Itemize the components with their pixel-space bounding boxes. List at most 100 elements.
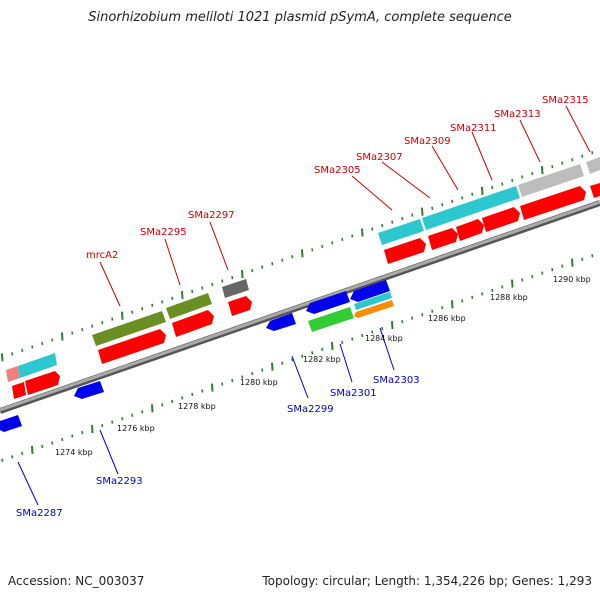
minor-tick — [311, 248, 314, 252]
forward-gene-labels: mrcA2 SMa2295 SMa2297 SMa2305 SMa2307 SM… — [86, 95, 589, 261]
kbp-label: 1278 kbp — [178, 402, 216, 411]
minor-tick — [71, 331, 74, 335]
minor-tick — [521, 278, 524, 282]
minor-tick — [561, 264, 564, 268]
feature-red-SMa2297[interactable] — [228, 296, 252, 316]
feature-cyan-SMa2303[interactable] — [354, 292, 392, 310]
feature-red-SMa2305[interactable] — [384, 238, 426, 264]
gene-label-SMa2305[interactable]: SMa2305 — [314, 165, 361, 176]
minor-tick — [591, 254, 594, 258]
feature-blue-SMa2287[interactable] — [0, 415, 22, 432]
gene-label-SMa2299[interactable]: SMa2299 — [287, 404, 334, 415]
feature-red-left-a[interactable] — [12, 382, 26, 399]
feature-olive-mrcA2[interactable] — [92, 311, 166, 346]
minor-tick — [351, 234, 354, 238]
minor-tick — [471, 192, 474, 197]
kbp-label: 1286 kbp — [428, 314, 466, 323]
minor-tick — [21, 451, 24, 456]
minor-tick — [101, 424, 104, 428]
minor-tick — [381, 223, 384, 228]
minor-tick — [121, 417, 124, 421]
minor-tick — [531, 274, 534, 279]
feature-red-left-b[interactable] — [25, 371, 60, 395]
minor-tick — [381, 326, 384, 331]
feature-cyan-SMa2305[interactable] — [378, 219, 424, 245]
feature-red-SMa2315[interactable] — [590, 183, 600, 198]
gene-label-SMa2297[interactable]: SMa2297 — [188, 210, 235, 221]
gene-label-SMa2309[interactable]: SMa2309 — [404, 136, 451, 147]
gene-label-SMa2293[interactable]: SMa2293 — [96, 476, 143, 487]
minor-tick — [481, 292, 484, 296]
minor-tick — [441, 203, 444, 207]
minor-tick — [521, 175, 524, 179]
minor-tick — [261, 265, 264, 269]
minor-tick — [361, 333, 364, 338]
minor-tick — [1, 458, 4, 462]
minor-tick — [51, 441, 54, 445]
feature-gray-SMa2313[interactable] — [518, 164, 584, 197]
minor-tick — [231, 275, 234, 280]
minor-tick — [131, 413, 134, 417]
feature-red-SMa2307[interactable] — [428, 228, 458, 250]
minor-tick — [581, 154, 584, 158]
minor-tick — [451, 199, 454, 203]
major-tick — [211, 383, 214, 392]
minor-tick — [31, 345, 34, 349]
minor-tick — [141, 307, 144, 311]
gene-label-SMa2315[interactable]: SMa2315 — [542, 95, 589, 106]
feature-blue-b[interactable] — [350, 280, 390, 302]
feature-pink[interactable] — [6, 366, 20, 382]
feature-dark-SMa2297[interactable] — [222, 279, 249, 298]
minor-tick — [511, 178, 514, 183]
minor-tick — [51, 338, 54, 342]
minor-tick — [341, 340, 344, 345]
minor-tick — [371, 227, 374, 231]
minor-tick — [411, 316, 414, 320]
gene-label-SMa2301[interactable]: SMa2301 — [330, 388, 377, 399]
minor-tick — [391, 220, 394, 224]
kbp-label: 1282 kbp — [303, 355, 341, 364]
minor-tick — [581, 257, 584, 261]
callout-lines — [17, 105, 591, 506]
feature-blue-SMa2299[interactable] — [266, 313, 296, 331]
gene-label-SMa2307[interactable]: SMa2307 — [356, 152, 403, 163]
feature-blue-SMa2293[interactable] — [74, 381, 104, 399]
major-tick — [301, 249, 304, 258]
feature-red-SMa2313[interactable] — [520, 186, 586, 220]
gene-label-SMa2295[interactable]: SMa2295 — [140, 227, 187, 238]
feature-red-mrcA2[interactable] — [98, 329, 166, 364]
feature-red-SMa2309[interactable] — [456, 219, 484, 241]
minor-tick — [161, 300, 164, 304]
feature-red-SMa2295[interactable] — [172, 310, 214, 337]
feature-cyan-SMa2311[interactable] — [422, 186, 520, 230]
map-title: Sinorhizobium meliloti 1021 plasmid pSym… — [88, 10, 512, 25]
minor-tick — [81, 430, 84, 435]
minor-tick — [171, 296, 174, 301]
gene-label-SMa2287[interactable]: SMa2287 — [16, 508, 63, 519]
minor-tick — [321, 347, 324, 352]
minor-tick — [551, 268, 554, 272]
feature-red-SMa2311[interactable] — [482, 207, 520, 232]
minor-tick — [131, 310, 134, 314]
feature-green-SMa2301[interactable] — [308, 307, 354, 332]
major-tick — [61, 332, 64, 341]
minor-tick — [251, 372, 254, 376]
minor-tick — [191, 392, 194, 397]
feature-cyan-left[interactable] — [18, 353, 57, 378]
gene-label-SMa2303[interactable]: SMa2303 — [373, 375, 420, 386]
minor-tick — [221, 279, 224, 283]
gene-label-SMa2311[interactable]: SMa2311 — [450, 123, 497, 134]
feature-gray-SMa2315[interactable] — [586, 157, 600, 174]
gene-label-SMa2313[interactable]: SMa2313 — [494, 109, 541, 120]
minor-tick — [261, 368, 264, 372]
minor-tick — [181, 396, 184, 400]
accession-text: Accession: NC_003037 — [8, 574, 145, 588]
feature-orange-SMa2303[interactable] — [354, 300, 394, 318]
gene-label-mrcA2[interactable]: mrcA2 — [86, 250, 118, 261]
feature-olive-SMa2295[interactable] — [166, 293, 212, 319]
minor-tick — [551, 165, 554, 169]
minor-tick — [231, 378, 234, 383]
feature-blue-a[interactable] — [306, 291, 350, 314]
kbp-label: 1276 kbp — [117, 424, 155, 433]
